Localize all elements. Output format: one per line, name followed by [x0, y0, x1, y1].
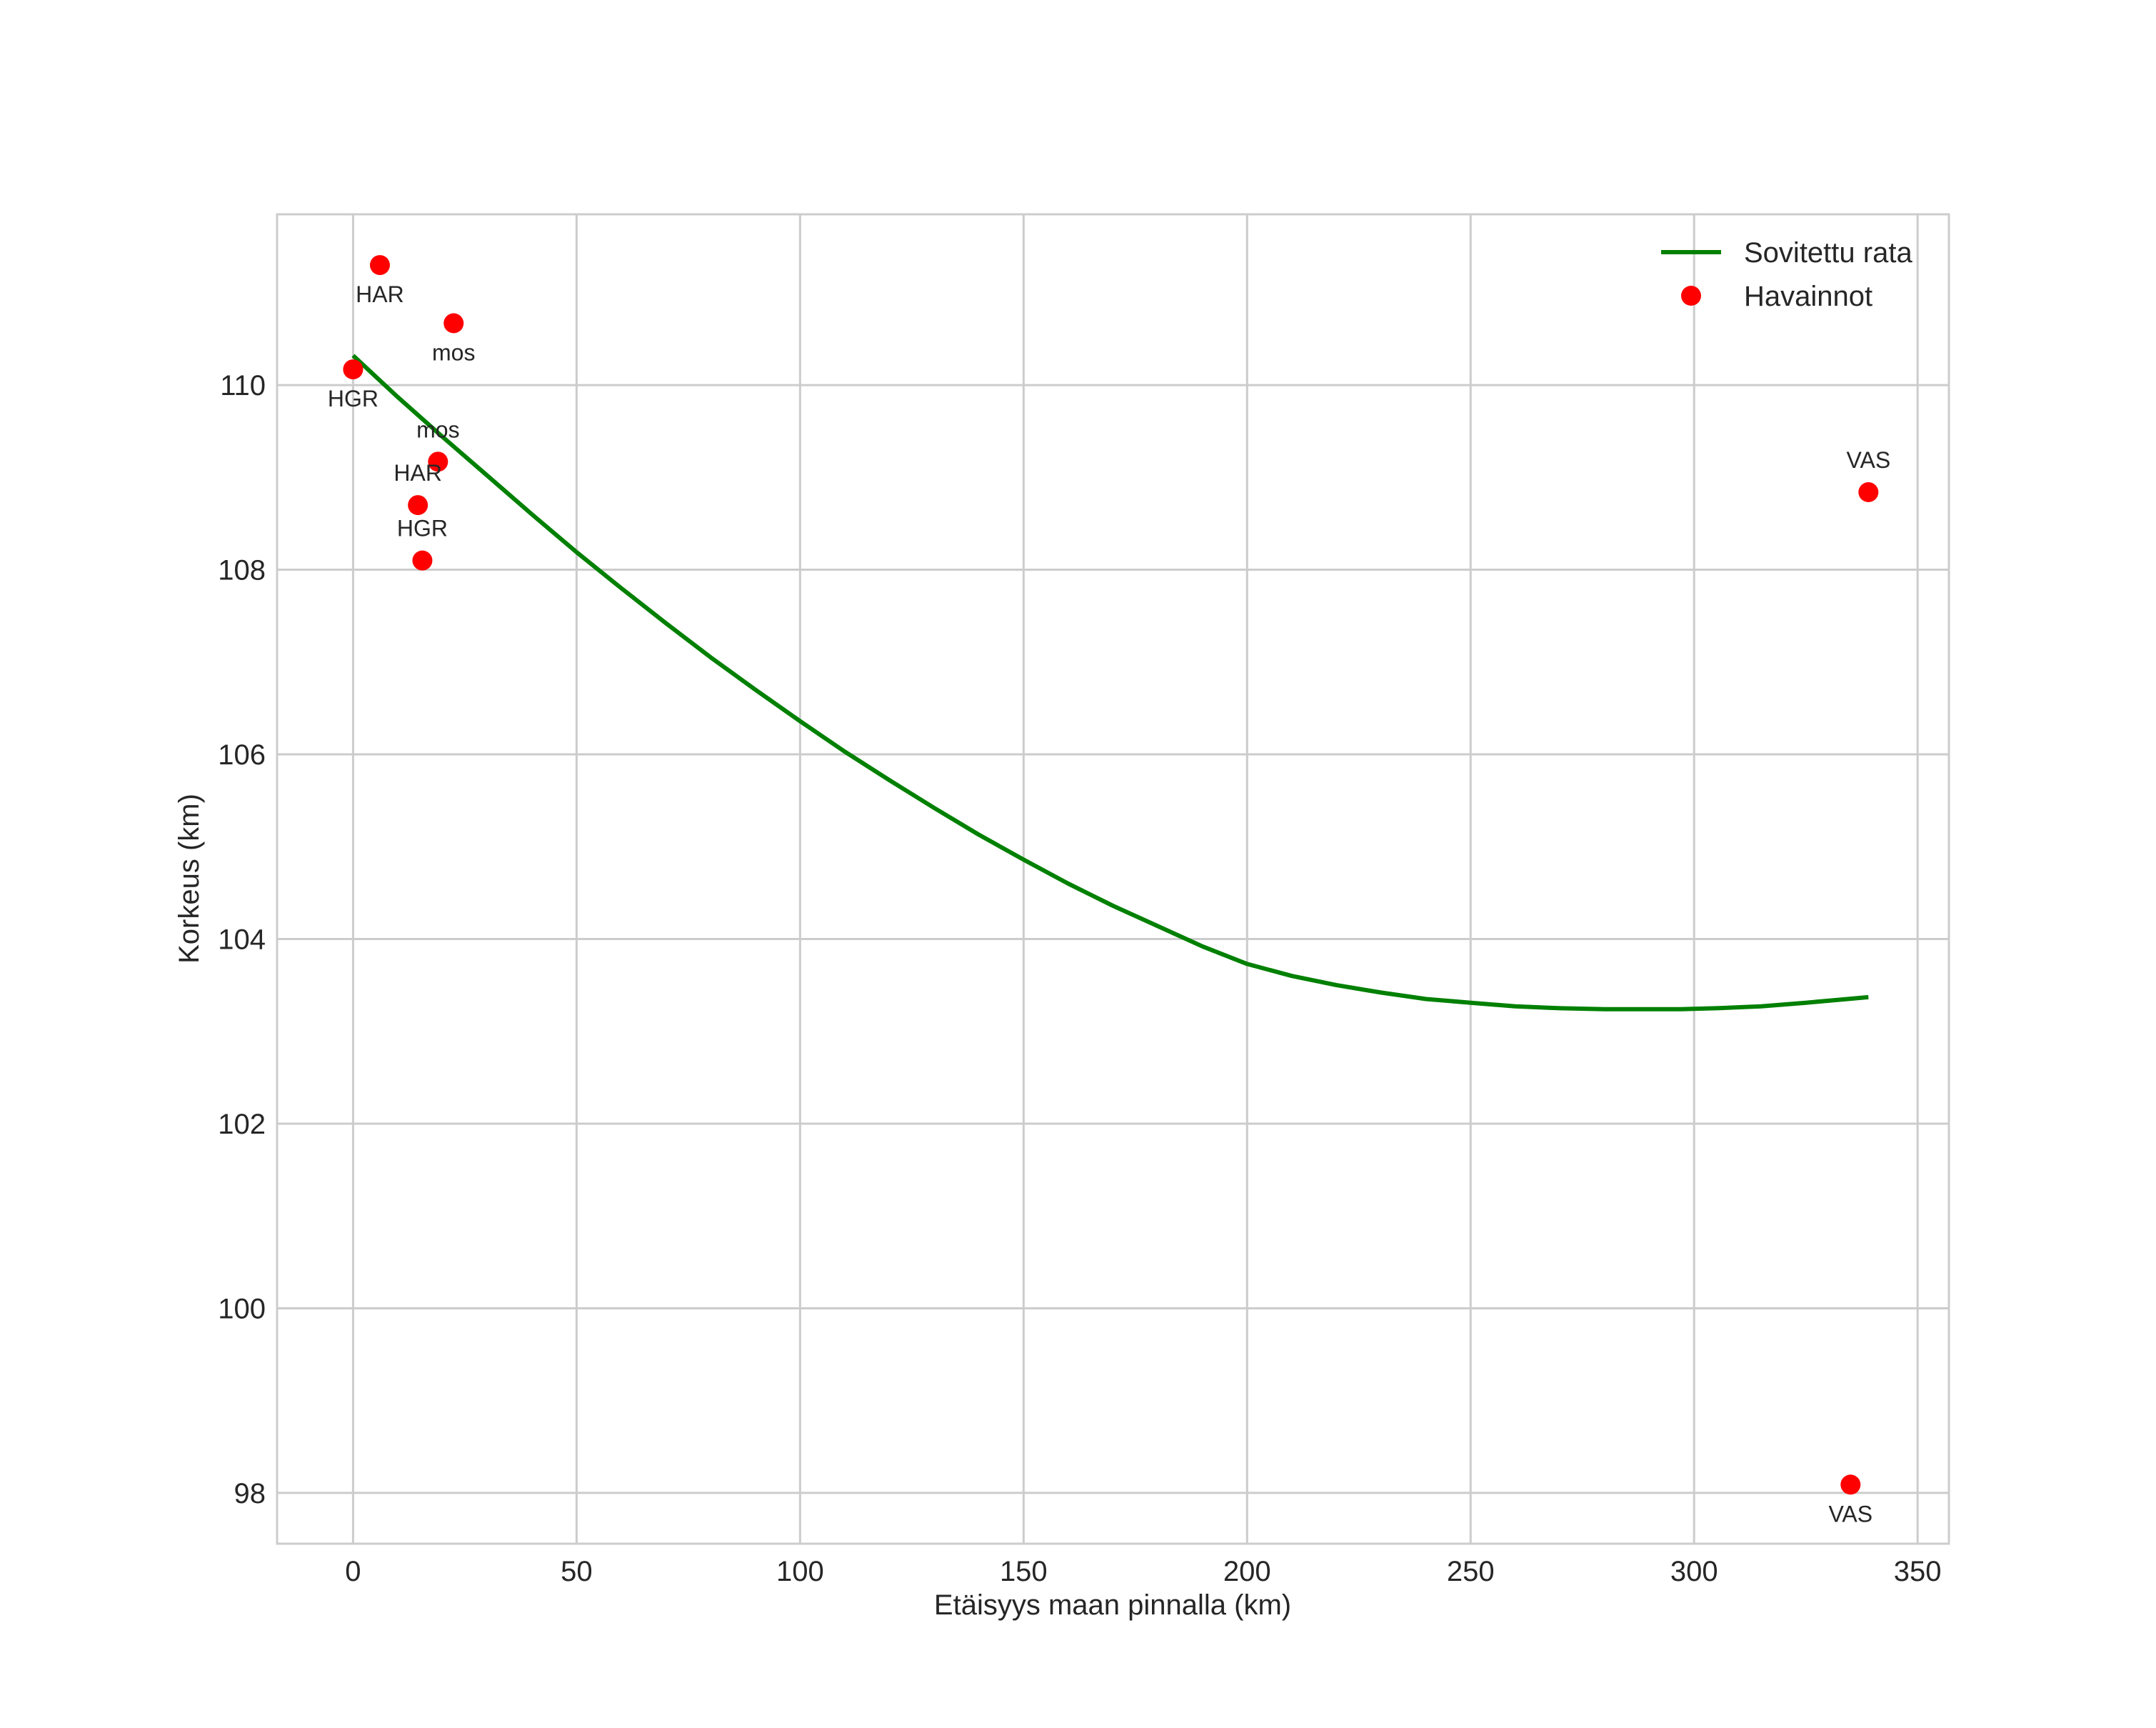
plot-background — [277, 214, 1949, 1544]
plot-frame — [276, 213, 1950, 1545]
x-tick-label: 200 — [1223, 1556, 1271, 1587]
observation-point — [1858, 482, 1879, 503]
observation-point — [412, 550, 433, 571]
observation-label: HGR — [328, 386, 378, 411]
observation-point — [1840, 1474, 1861, 1495]
observation-label: HAR — [356, 281, 404, 307]
x-tick-label: 250 — [1447, 1556, 1495, 1587]
fitted-trajectory — [351, 354, 1869, 1012]
y-tick-label: 102 — [218, 1109, 266, 1140]
observation-point — [443, 313, 464, 334]
y-tick-label: 100 — [218, 1293, 266, 1324]
legend-marker-swatch — [1681, 286, 1701, 306]
x-tick-label: 300 — [1670, 1556, 1718, 1587]
x-axis-ticks: 0 50 100 150 200 250 300 350 — [345, 1556, 1941, 1587]
x-tick-label: 50 — [561, 1556, 593, 1587]
observation-label: mos — [432, 339, 475, 365]
legend-label-observations: Havainnot — [1744, 281, 1872, 312]
y-axis-ticks: 98 100 102 104 106 108 110 — [218, 370, 266, 1509]
observation-label: VAS — [1828, 1501, 1872, 1527]
observation-point — [369, 255, 390, 276]
x-tick-label: 150 — [1000, 1556, 1048, 1587]
legend: Sovitettu rata Havainnot — [1661, 237, 1912, 312]
y-tick-label: 110 — [220, 370, 266, 401]
observation-label: HAR — [393, 460, 442, 486]
y-tick-label: 98 — [234, 1478, 266, 1509]
y-axis-label: Korkeus (km) — [174, 794, 205, 964]
x-tick-label: 100 — [776, 1556, 824, 1587]
observation-point — [408, 495, 428, 516]
x-axis-label: Etäisyys maan pinnalla (km) — [934, 1589, 1291, 1621]
observation-label: mos — [416, 416, 459, 442]
x-tick-label: 0 — [345, 1556, 361, 1587]
observation-label: VAS — [1847, 447, 1891, 473]
observation-label: HGR — [397, 516, 448, 541]
observation-point — [343, 359, 363, 380]
x-tick-label: 350 — [1894, 1556, 1942, 1587]
fit-line — [351, 354, 1869, 1012]
y-tick-label: 104 — [218, 924, 266, 956]
observations: HAR mos HGR mos HAR HGR VAS VAS — [328, 255, 1890, 1527]
y-tick-label: 108 — [218, 555, 266, 586]
legend-label-fit: Sovitettu rata — [1744, 237, 1912, 269]
y-tick-label: 106 — [218, 739, 266, 771]
grid — [277, 214, 1949, 1544]
observation-point — [428, 451, 448, 472]
